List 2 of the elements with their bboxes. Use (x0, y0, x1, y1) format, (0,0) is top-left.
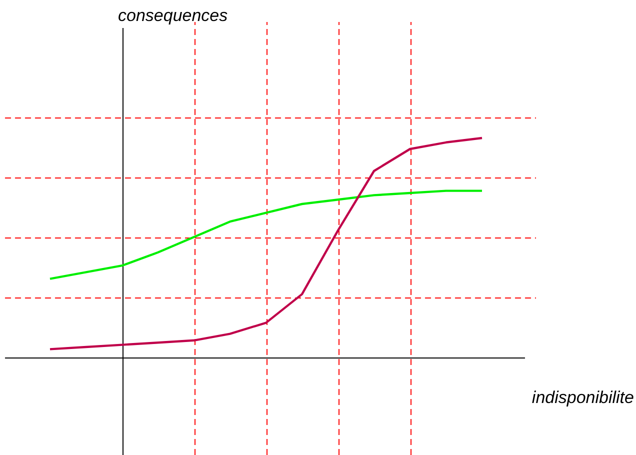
text: consequences (118, 6, 228, 25)
text: indisponibilite (532, 388, 634, 407)
